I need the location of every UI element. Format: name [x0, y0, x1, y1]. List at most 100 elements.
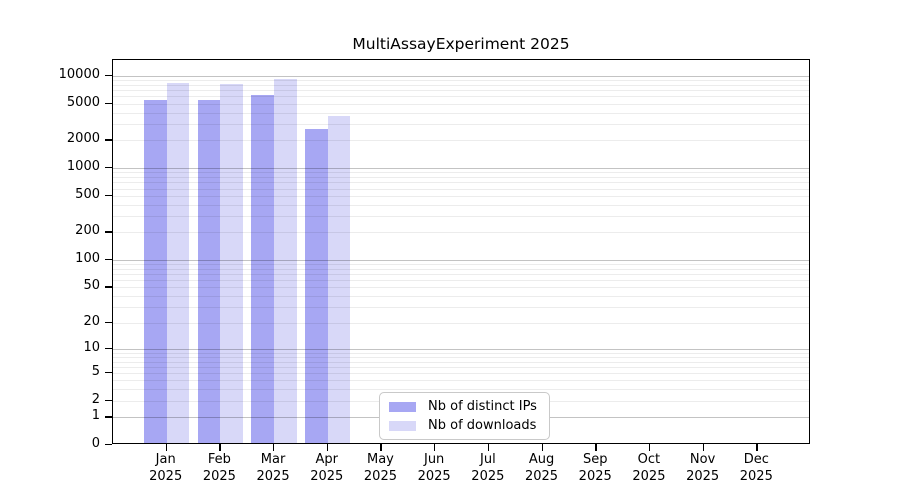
y-tick-50	[105, 286, 112, 288]
x-tick-apr	[326, 444, 329, 451]
gridline-minor-80	[113, 268, 809, 270]
gridline-minor-7	[113, 361, 809, 363]
gridline-minor-500	[113, 195, 809, 197]
y-tick-5	[105, 372, 112, 374]
gridline-minor-5	[113, 373, 809, 375]
gridline-minor-9	[113, 352, 809, 354]
bar-distinct-ips-jan	[144, 100, 167, 443]
gridline-major-10	[113, 348, 809, 350]
x-tick-label-mar: Mar 2025	[256, 452, 290, 484]
x-tick-jun	[434, 444, 436, 451]
y-tick-label-5000: 5000	[66, 94, 100, 110]
bar-distinct-ips-mar	[251, 95, 275, 443]
y-tick-label-10: 10	[83, 339, 100, 355]
y-tick-label-2: 2	[91, 391, 100, 407]
gridline-major-1000	[113, 168, 809, 170]
x-tick-jul	[487, 444, 490, 451]
y-tick-label-1: 1	[91, 408, 100, 424]
bar-downloads-feb	[220, 84, 243, 443]
grid-layer	[113, 60, 809, 443]
y-tick-label-100: 100	[75, 251, 100, 266]
x-tick-feb	[219, 444, 221, 451]
legend-swatch-downloads-icon	[389, 420, 416, 431]
gridline-minor-90	[113, 264, 809, 266]
gridline-minor-60	[113, 280, 809, 282]
gridline-major-10000	[113, 75, 809, 77]
gridline-minor-5000	[113, 103, 809, 105]
y-tick-5000	[105, 102, 112, 104]
gridline-minor-200	[113, 232, 809, 234]
legend: Nb of distinct IPs Nb of downloads	[379, 392, 550, 440]
gridline-major-100	[113, 260, 809, 261]
legend-label-distinct-ips: Nb of distinct IPs	[428, 399, 537, 414]
bar-downloads-jan	[166, 83, 190, 443]
gridline-minor-20	[113, 322, 809, 324]
y-tick-2	[105, 399, 112, 402]
y-tick-100	[105, 259, 112, 261]
gridline-minor-400	[113, 204, 809, 206]
gridline-minor-3	[113, 389, 809, 391]
gridline-minor-4000	[113, 112, 809, 114]
x-tick-label-jun: Jun 2025	[417, 452, 451, 484]
x-tick-label-aug: Aug 2025	[524, 452, 559, 484]
y-tick-200	[105, 231, 112, 233]
y-tick-label-10000: 10000	[58, 66, 100, 82]
y-tick-label-500: 500	[75, 186, 100, 202]
x-tick-dec	[756, 444, 758, 451]
x-tick-may	[380, 444, 382, 451]
gridline-minor-3000	[113, 124, 809, 126]
bar-downloads-apr	[327, 115, 351, 443]
gridline-minor-800	[113, 176, 809, 178]
chart-title: MultiAssayExperiment 2025	[352, 35, 570, 53]
y-tick-500	[105, 194, 112, 197]
legend-label-downloads: Nb of downloads	[428, 418, 537, 433]
y-tick-2000	[105, 139, 112, 141]
bar-distinct-ips-apr	[305, 129, 328, 443]
x-tick-label-oct: Oct 2025	[632, 452, 666, 484]
legend-item-distinct-ips: Nb of distinct IPs	[389, 399, 537, 414]
legend-swatch-distinct-ips-icon	[389, 401, 416, 412]
gridline-minor-300	[113, 216, 809, 218]
bar-distinct-ips-feb	[197, 99, 221, 443]
y-tick-label-20: 20	[83, 313, 100, 329]
y-tick-label-200: 200	[75, 223, 100, 239]
gridline-minor-40	[113, 296, 809, 298]
x-tick-label-jul: Jul 2025	[471, 452, 505, 484]
gridline-minor-900	[113, 172, 809, 174]
bars-layer	[113, 60, 809, 443]
y-tick-10000	[105, 74, 112, 77]
x-tick-nov	[702, 444, 704, 451]
bar-downloads-mar	[274, 78, 297, 443]
legend-item-downloads: Nb of downloads	[389, 418, 537, 433]
gridline-minor-4	[113, 380, 809, 382]
plot-area	[112, 59, 810, 444]
x-tick-sep	[595, 444, 597, 451]
y-tick-label-1000: 1000	[66, 159, 100, 175]
x-tick-label-dec: Dec 2025	[739, 452, 773, 484]
x-tick-aug	[541, 444, 543, 451]
x-tick-label-jan: Jan 2025	[149, 452, 183, 484]
x-tick-label-nov: Nov 2025	[686, 452, 720, 484]
gridline-minor-2000	[113, 140, 809, 142]
y-tick-10	[105, 347, 112, 350]
x-tick-label-sep: Sep 2025	[578, 452, 612, 484]
gridline-minor-700	[113, 182, 809, 184]
gridline-minor-600	[113, 188, 809, 190]
x-tick-oct	[648, 444, 651, 451]
y-tick-label-5: 5	[91, 364, 100, 380]
gridline-minor-6	[113, 366, 809, 368]
gridline-minor-7000	[113, 90, 809, 92]
gridline-minor-6000	[113, 96, 809, 98]
x-tick-jan	[165, 444, 167, 451]
x-tick-label-may: May 2025	[363, 452, 397, 484]
y-tick-1	[105, 416, 112, 418]
gridline-minor-8	[113, 356, 809, 358]
gridline-minor-9000	[113, 80, 809, 82]
y-tick-20	[105, 321, 112, 324]
y-tick-0	[105, 444, 112, 446]
x-tick-label-feb: Feb 2025	[202, 452, 236, 484]
y-tick-label-2000: 2000	[66, 131, 100, 147]
y-tick-1000	[105, 167, 112, 169]
gridline-minor-8000	[113, 84, 809, 86]
